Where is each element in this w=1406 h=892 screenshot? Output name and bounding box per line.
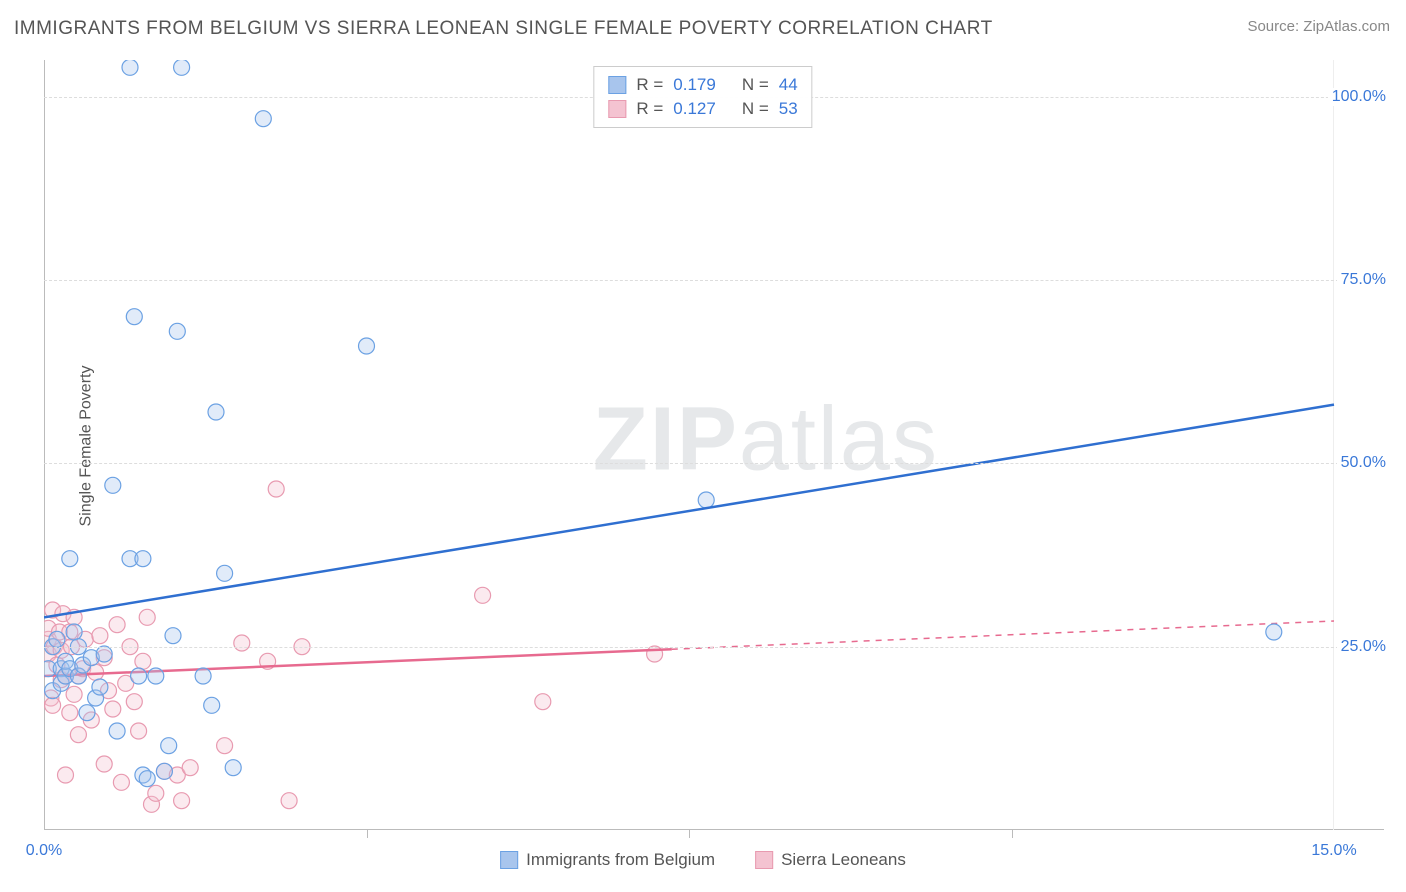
data-point [45, 697, 61, 713]
data-point [535, 694, 551, 710]
data-point [126, 694, 142, 710]
plot-area: ZIPatlas 25.0%50.0%75.0%100.0%0.0%15.0% [44, 60, 1384, 830]
legend-correlation: R = 0.179 N = 44 R = 0.127 N = 53 [593, 66, 812, 128]
data-point [475, 587, 491, 603]
data-point [359, 338, 375, 354]
data-point [92, 679, 108, 695]
r-value-belgium: 0.179 [673, 73, 716, 97]
data-point [156, 763, 172, 779]
data-point [122, 60, 138, 75]
data-point [109, 617, 125, 633]
grid-line [44, 463, 1384, 464]
data-point [96, 646, 112, 662]
data-point [126, 309, 142, 325]
data-point [208, 404, 224, 420]
n-value-belgium: 44 [779, 73, 798, 97]
swatch-sierra [755, 851, 773, 869]
trend-line-extrapolated [672, 621, 1334, 649]
r-value-sierra: 0.127 [673, 97, 716, 121]
n-label: N = [742, 73, 769, 97]
grid-line [44, 647, 1384, 648]
legend-label-belgium: Immigrants from Belgium [526, 850, 715, 870]
data-point [62, 705, 78, 721]
data-point [109, 723, 125, 739]
data-point [105, 477, 121, 493]
data-point [182, 760, 198, 776]
legend-item-belgium: Immigrants from Belgium [500, 850, 715, 870]
y-tick-label: 100.0% [1328, 88, 1390, 106]
data-point [255, 111, 271, 127]
data-point [174, 60, 190, 75]
data-point [96, 756, 112, 772]
data-point [161, 738, 177, 754]
n-label: N = [742, 97, 769, 121]
data-point [148, 668, 164, 684]
data-point [174, 793, 190, 809]
data-point [70, 727, 86, 743]
data-point [66, 686, 82, 702]
data-point [195, 668, 211, 684]
data-point [79, 705, 95, 721]
legend-item-sierra: Sierra Leoneans [755, 850, 906, 870]
legend-row-sierra: R = 0.127 N = 53 [608, 97, 797, 121]
legend-series: Immigrants from Belgium Sierra Leoneans [500, 850, 906, 870]
data-point [49, 631, 65, 647]
data-point [62, 551, 78, 567]
data-point [1266, 624, 1282, 640]
data-point [217, 565, 233, 581]
data-point [217, 738, 233, 754]
swatch-belgium [500, 851, 518, 869]
data-point [139, 771, 155, 787]
data-point [58, 767, 74, 783]
x-tick-label: 15.0% [1311, 842, 1356, 860]
data-point [165, 628, 181, 644]
data-point [225, 760, 241, 776]
data-point [66, 624, 82, 640]
data-point [131, 668, 147, 684]
trend-line [44, 405, 1334, 618]
data-point [92, 628, 108, 644]
r-label: R = [636, 73, 663, 97]
chart-title: IMMIGRANTS FROM BELGIUM VS SIERRA LEONEA… [14, 18, 993, 40]
n-value-sierra: 53 [779, 97, 798, 121]
svg-layer [44, 60, 1384, 830]
y-tick-label: 75.0% [1337, 271, 1390, 289]
r-label: R = [636, 97, 663, 121]
data-point [268, 481, 284, 497]
x-tick [367, 830, 368, 838]
x-tick [1012, 830, 1013, 838]
data-point [105, 701, 121, 717]
data-point [139, 609, 155, 625]
data-point [135, 653, 151, 669]
data-point [148, 785, 164, 801]
data-point [234, 635, 250, 651]
data-point [281, 793, 297, 809]
grid-line [44, 280, 1384, 281]
data-point [131, 723, 147, 739]
data-point [135, 551, 151, 567]
swatch-sierra [608, 100, 626, 118]
data-point [698, 492, 714, 508]
x-tick [689, 830, 690, 838]
y-tick-label: 50.0% [1337, 454, 1390, 472]
data-point [647, 646, 663, 662]
data-point [169, 323, 185, 339]
swatch-belgium [608, 76, 626, 94]
x-tick-label: 0.0% [26, 842, 62, 860]
legend-label-sierra: Sierra Leoneans [781, 850, 906, 870]
y-tick-label: 25.0% [1337, 638, 1390, 656]
data-point [113, 774, 129, 790]
data-point [204, 697, 220, 713]
legend-row-belgium: R = 0.179 N = 44 [608, 73, 797, 97]
source-label: Source: ZipAtlas.com [1247, 18, 1390, 35]
